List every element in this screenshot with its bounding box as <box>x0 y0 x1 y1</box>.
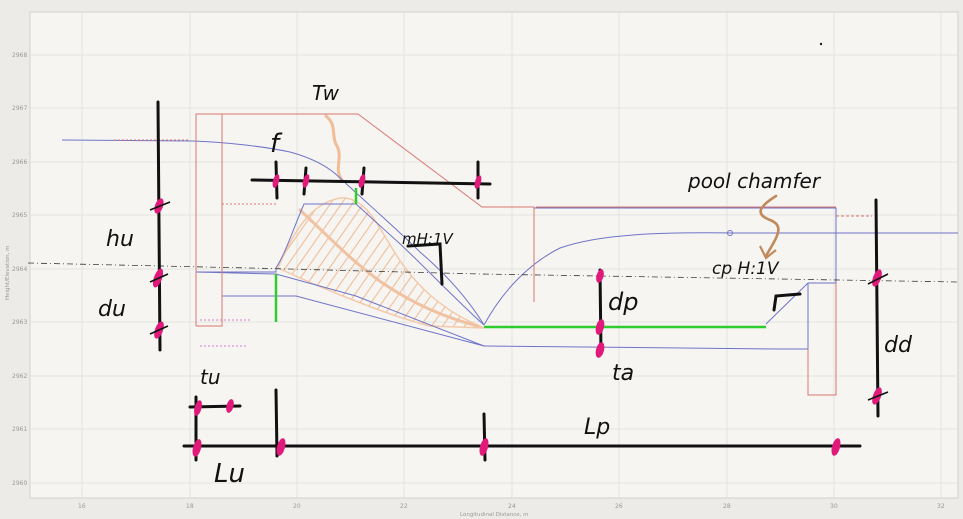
label-lu: Lu <box>214 459 245 489</box>
stray-dot <box>819 42 823 46</box>
marker <box>596 269 604 283</box>
grid <box>30 12 958 498</box>
y-tick: 2966 <box>12 159 27 166</box>
y-tick: 2967 <box>12 105 27 112</box>
x-tick: 30 <box>830 503 838 510</box>
label-pool-chamfer: pool chamfer <box>687 169 822 193</box>
x-tick: 24 <box>508 503 516 510</box>
label-tu: tu <box>200 365 221 389</box>
marker <box>358 174 366 188</box>
label-lp: Lp <box>584 415 610 440</box>
label-chamfer-slope: cp H:1V <box>712 259 780 279</box>
chamfer-arrowhead <box>759 245 777 260</box>
marker <box>595 342 605 358</box>
x-tick: 22 <box>400 503 408 510</box>
label-slope: mH:1V <box>402 230 454 248</box>
label-ta: ta <box>612 361 634 386</box>
x-tick: 16 <box>78 503 86 510</box>
marker <box>872 269 882 287</box>
x-tick: 28 <box>723 503 731 510</box>
magenta-markers <box>152 174 882 457</box>
marker-ticks <box>149 201 889 401</box>
plot-area <box>29 11 959 499</box>
blue-profile <box>61 115 958 350</box>
hatched-region <box>277 197 485 329</box>
grade-line <box>27 262 959 283</box>
marker <box>302 174 310 188</box>
x-tick: 32 <box>937 503 945 510</box>
marker <box>194 400 202 416</box>
y-tick: 2960 <box>12 480 27 487</box>
marker <box>272 174 280 188</box>
label-du: du <box>98 297 126 322</box>
marker <box>226 399 234 413</box>
y-tick: 2964 <box>12 266 27 273</box>
y-tick: 2963 <box>12 319 27 326</box>
hatch-edge <box>298 208 480 328</box>
label-hu: hu <box>106 227 134 252</box>
x-tick: 18 <box>186 503 194 510</box>
y-tick: 2965 <box>12 212 27 219</box>
marker <box>595 319 605 335</box>
marker <box>474 175 482 189</box>
red-profile <box>114 113 872 396</box>
y-tick: 2961 <box>12 426 27 433</box>
y-axis-label: Height/Elevation, m <box>5 246 11 300</box>
label-tw: Tw <box>312 81 340 105</box>
x-axis-label: Longitudinal Distance, m <box>460 512 529 518</box>
y-tick: 2968 <box>12 52 27 59</box>
x-tick: 26 <box>615 503 623 510</box>
green-lines <box>274 188 766 329</box>
x-tick: 20 <box>293 503 301 510</box>
marker <box>479 438 489 456</box>
marker <box>192 439 202 457</box>
chamfer-pointer <box>759 194 780 258</box>
label-dp: dp <box>608 288 638 316</box>
marker <box>831 438 841 456</box>
label-dd: dd <box>884 333 913 358</box>
tw-swirl <box>324 114 344 182</box>
marker <box>276 438 286 456</box>
y-tick: 2962 <box>12 373 27 380</box>
